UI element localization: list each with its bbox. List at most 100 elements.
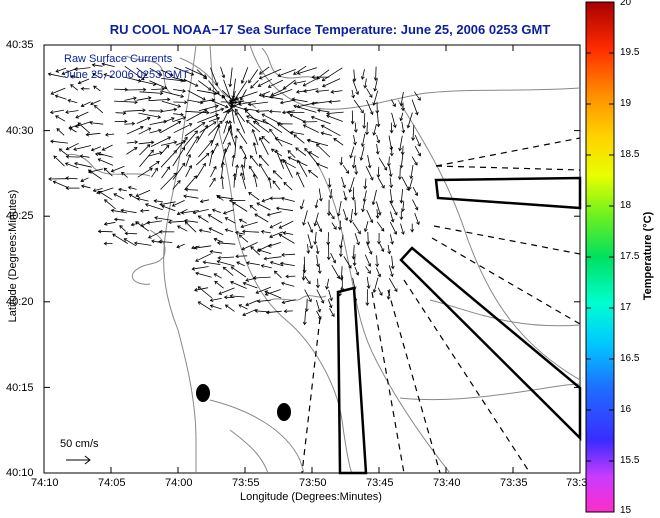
current-arrow (355, 164, 357, 175)
current-arrowhead (375, 151, 380, 155)
current-arrowhead (242, 281, 247, 286)
current-arrow (207, 120, 223, 136)
current-arrowhead (209, 298, 214, 302)
current-arrow (185, 189, 199, 191)
current-arrow (230, 100, 235, 124)
current-arrow (234, 164, 238, 180)
current-arrow (113, 193, 125, 200)
current-arrow (243, 282, 258, 289)
current-arrowhead (301, 277, 306, 281)
current-arrowhead (140, 76, 145, 81)
current-arrowhead (353, 129, 358, 133)
current-arrow (314, 212, 319, 226)
current-arrow (268, 177, 272, 189)
current-arrowhead (73, 147, 77, 151)
current-arrow (338, 201, 342, 216)
current-arrowhead (181, 146, 186, 151)
current-arrow (343, 256, 352, 269)
current-arrowhead (417, 152, 421, 157)
current-arrowhead (359, 157, 364, 161)
current-arrowhead (216, 195, 221, 200)
current-arrow (159, 201, 176, 205)
current-arrow (160, 141, 177, 146)
current-arrow (354, 266, 359, 276)
current-arrow (75, 121, 92, 128)
current-arrow (243, 156, 246, 169)
current-arrowhead (394, 288, 398, 293)
current-arrowhead (241, 246, 246, 251)
current-arrow (218, 287, 235, 295)
current-arrow (264, 290, 282, 299)
current-arrow (128, 186, 137, 190)
colorbar-tick-label: 16 (620, 404, 632, 415)
current-arrow (104, 199, 116, 210)
current-arrow (225, 304, 235, 312)
current-arrow (407, 112, 413, 128)
current-arrow (366, 99, 373, 115)
current-arrow (174, 66, 194, 76)
current-arrow (307, 139, 329, 147)
current-arrow (225, 229, 234, 233)
current-arrowhead (146, 116, 151, 121)
current-arrowhead (151, 239, 155, 244)
current-arrow (160, 150, 177, 168)
current-arrowhead (281, 252, 285, 257)
current-arrow (316, 310, 322, 320)
current-arrowhead (220, 175, 225, 180)
current-arrowhead (398, 147, 402, 152)
current-arrow (361, 69, 365, 80)
current-arrowhead (315, 284, 320, 289)
current-arrow (234, 135, 237, 157)
current-arrow (400, 112, 404, 121)
current-arrow (412, 186, 418, 196)
current-arrowhead (103, 73, 108, 77)
current-arrow (161, 166, 170, 179)
current-arrowhead (229, 294, 233, 299)
current-arrow (366, 242, 372, 255)
current-arrowhead (296, 171, 300, 176)
current-arrow (56, 128, 65, 136)
current-arrow (197, 99, 215, 103)
current-arrowhead (148, 96, 152, 100)
current-arrow (400, 189, 403, 203)
current-arrow (172, 76, 187, 82)
current-arrowhead (360, 109, 364, 114)
current-arrowhead (389, 152, 394, 157)
current-arrow (269, 231, 284, 238)
current-arrow (267, 211, 282, 216)
current-arrowhead (136, 197, 141, 201)
current-arrowhead (316, 108, 321, 113)
x-tick-label: 73:40 (433, 477, 461, 489)
current-arrowhead (219, 120, 223, 125)
current-arrowhead (220, 107, 225, 112)
current-arrow (261, 265, 272, 269)
colorbar-tick-label: 18.5 (620, 149, 640, 160)
current-arrow (228, 99, 236, 113)
current-arrowhead (353, 212, 358, 217)
current-arrow (73, 145, 92, 150)
current-arrow (390, 211, 394, 223)
current-arrowhead (124, 231, 128, 236)
current-arrow (248, 101, 269, 105)
colorbar-tick-label: 18 (620, 200, 632, 211)
current-arrowhead (304, 147, 308, 152)
dashed-boundary (433, 225, 581, 255)
current-arrow (93, 85, 101, 92)
current-arrow (195, 272, 212, 278)
current-arrow (185, 136, 199, 157)
current-arrowhead (169, 72, 174, 77)
current-arrow (209, 150, 214, 166)
current-arrow (389, 234, 393, 245)
current-arrowhead (199, 199, 204, 204)
current-arrow (222, 110, 229, 122)
current-arrowhead (388, 173, 393, 178)
current-arrowhead (264, 290, 269, 295)
current-arrowhead (295, 89, 300, 94)
y-tick-label: 40:25 (6, 210, 34, 222)
dashed-boundary (301, 317, 321, 474)
current-arrow (353, 245, 355, 259)
colorbar-tick-label: 16.5 (620, 353, 640, 364)
current-arrow (98, 230, 113, 233)
current-arrow (149, 129, 162, 134)
current-arrow (297, 160, 308, 177)
